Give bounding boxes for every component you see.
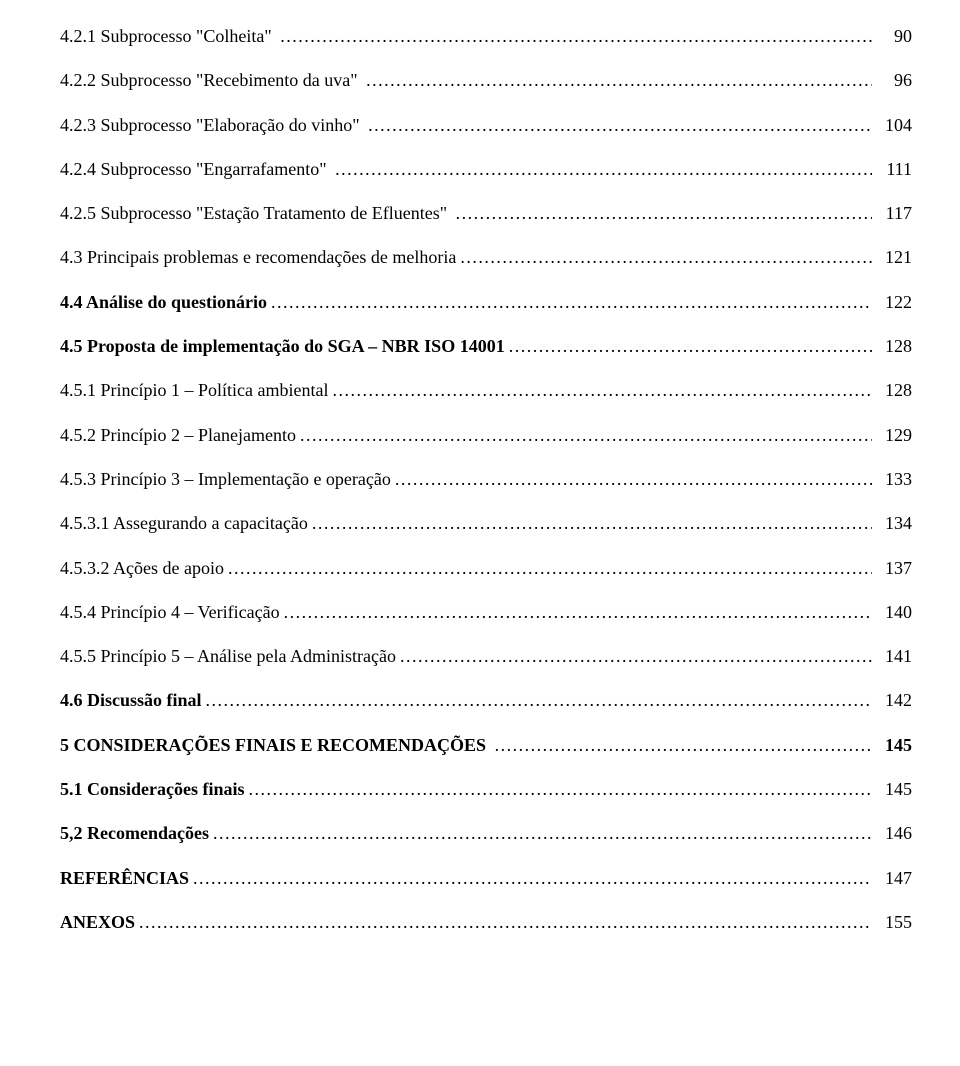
toc-leader-dots: [139, 910, 872, 934]
toc-entry: 4.5.5 Princípio 5 – Análise pela Adminis…: [60, 644, 912, 668]
toc-entry-label: 4.5.1 Princípio 1 – Política ambiental: [60, 378, 328, 402]
toc-leader-dots: [366, 68, 872, 92]
toc-entry-label: 4.5.5 Princípio 5 – Análise pela Adminis…: [60, 644, 396, 668]
toc-entry-page: 133: [876, 467, 912, 491]
toc-leader-dots: [271, 290, 872, 314]
toc-entry-page: 145: [876, 777, 912, 801]
toc-entry-page: 142: [876, 688, 912, 712]
toc-entry: 4.2.1 Subprocesso "Colheita" 90: [60, 24, 912, 48]
toc-entry-page: 90: [876, 24, 912, 48]
toc-entry-page: 128: [876, 334, 912, 358]
toc-entry: REFERÊNCIAS 147: [60, 866, 912, 890]
toc-entry-label: 5 CONSIDERAÇÕES FINAIS E RECOMENDAÇÕES: [60, 733, 491, 757]
toc-entry-label: 4.2.2 Subprocesso "Recebimento da uva": [60, 68, 362, 92]
toc-entry-page: 128: [876, 378, 912, 402]
toc-entry: 4.3 Principais problemas e recomendações…: [60, 245, 912, 269]
toc-entry: 5,2 Recomendações 146: [60, 821, 912, 845]
toc-leader-dots: [368, 113, 872, 137]
toc-leader-dots: [249, 777, 873, 801]
toc-entry-page: 147: [876, 866, 912, 890]
toc-entry-label: 4.2.4 Subprocesso "Engarrafamento": [60, 157, 331, 181]
toc-entry-page: 140: [876, 600, 912, 624]
toc-entry-label: 4.4 Análise do questionário: [60, 290, 267, 314]
toc-entry-label: 4.5.2 Princípio 2 – Planejamento: [60, 423, 296, 447]
toc-entry: 4.2.5 Subprocesso "Estação Tratamento de…: [60, 201, 912, 225]
toc-entry-page: 155: [876, 910, 912, 934]
toc-entry-label: 4.2.5 Subprocesso "Estação Tratamento de…: [60, 201, 452, 225]
toc-entry-page: 146: [876, 821, 912, 845]
toc-leader-dots: [300, 423, 872, 447]
toc-entry: 4.5.1 Princípio 1 – Política ambiental 12…: [60, 378, 912, 402]
toc-entry: 5 CONSIDERAÇÕES FINAIS E RECOMENDAÇÕES 1…: [60, 733, 912, 757]
toc-entry-label: 4.5.3.1 Assegurando a capacitação: [60, 511, 308, 535]
toc-entry-page: 111: [876, 157, 912, 181]
toc-entry-page: 134: [876, 511, 912, 535]
toc-entry-page: 145: [876, 733, 912, 757]
toc-entry: 4.6 Discussão final 142: [60, 688, 912, 712]
toc-leader-dots: [335, 157, 872, 181]
toc-entry-page: 117: [876, 201, 912, 225]
toc-leader-dots: [280, 24, 872, 48]
toc-entry: 4.5.4 Princípio 4 – Verificação 140: [60, 600, 912, 624]
toc-entry: 4.5 Proposta de implementação do SGA – N…: [60, 334, 912, 358]
toc-leader-dots: [332, 378, 872, 402]
toc-entry: 4.5.3.2 Ações de apoio 137: [60, 556, 912, 580]
toc-entry-label: 4.6 Discussão final: [60, 688, 202, 712]
toc-entry-label: 4.5 Proposta de implementação do SGA – N…: [60, 334, 505, 358]
toc-entry-label: 5,2 Recomendações: [60, 821, 209, 845]
toc-entry-page: 121: [876, 245, 912, 269]
toc-leader-dots: [460, 245, 872, 269]
toc-leader-dots: [495, 733, 872, 757]
toc-entry-page: 137: [876, 556, 912, 580]
table-of-contents: 4.2.1 Subprocesso "Colheita" 90 4.2.2 Sub…: [60, 24, 912, 934]
toc-leader-dots: [284, 600, 872, 624]
toc-entry-label: 4.5.4 Princípio 4 – Verificação: [60, 600, 280, 624]
toc-entry-page: 141: [876, 644, 912, 668]
toc-entry-label: 4.2.3 Subprocesso "Elaboração do vinho": [60, 113, 364, 137]
toc-leader-dots: [206, 688, 872, 712]
toc-entry-label: REFERÊNCIAS: [60, 866, 189, 890]
toc-leader-dots: [193, 866, 872, 890]
toc-leader-dots: [213, 821, 872, 845]
toc-leader-dots: [456, 201, 872, 225]
toc-entry: 4.5.3.1 Assegurando a capacitação 134: [60, 511, 912, 535]
toc-leader-dots: [228, 556, 872, 580]
toc-entry-label: 4.3 Principais problemas e recomendações…: [60, 245, 456, 269]
toc-entry: 5.1 Considerações finais 145: [60, 777, 912, 801]
toc-entry-label: 4.2.1 Subprocesso "Colheita": [60, 24, 276, 48]
toc-leader-dots: [312, 511, 872, 535]
toc-entry-label: 4.5.3 Princípio 3 – Implementação e oper…: [60, 467, 391, 491]
toc-entry-label: 4.5.3.2 Ações de apoio: [60, 556, 224, 580]
toc-entry: 4.2.4 Subprocesso "Engarrafamento" 111: [60, 157, 912, 181]
toc-leader-dots: [400, 644, 872, 668]
toc-entry: 4.5.3 Princípio 3 – Implementação e oper…: [60, 467, 912, 491]
toc-entry: 4.5.2 Princípio 2 – Planejamento 129: [60, 423, 912, 447]
toc-entry: 4.4 Análise do questionário 122: [60, 290, 912, 314]
toc-entry: 4.2.2 Subprocesso "Recebimento da uva" 9…: [60, 68, 912, 92]
toc-entry-page: 104: [876, 113, 912, 137]
toc-entry-label: 5.1 Considerações finais: [60, 777, 245, 801]
toc-leader-dots: [395, 467, 872, 491]
toc-leader-dots: [509, 334, 872, 358]
toc-entry: ANEXOS 155: [60, 910, 912, 934]
toc-entry-page: 129: [876, 423, 912, 447]
toc-entry-page: 96: [876, 68, 912, 92]
toc-entry-page: 122: [876, 290, 912, 314]
toc-entry-label: ANEXOS: [60, 910, 135, 934]
toc-entry: 4.2.3 Subprocesso "Elaboração do vinho" …: [60, 113, 912, 137]
